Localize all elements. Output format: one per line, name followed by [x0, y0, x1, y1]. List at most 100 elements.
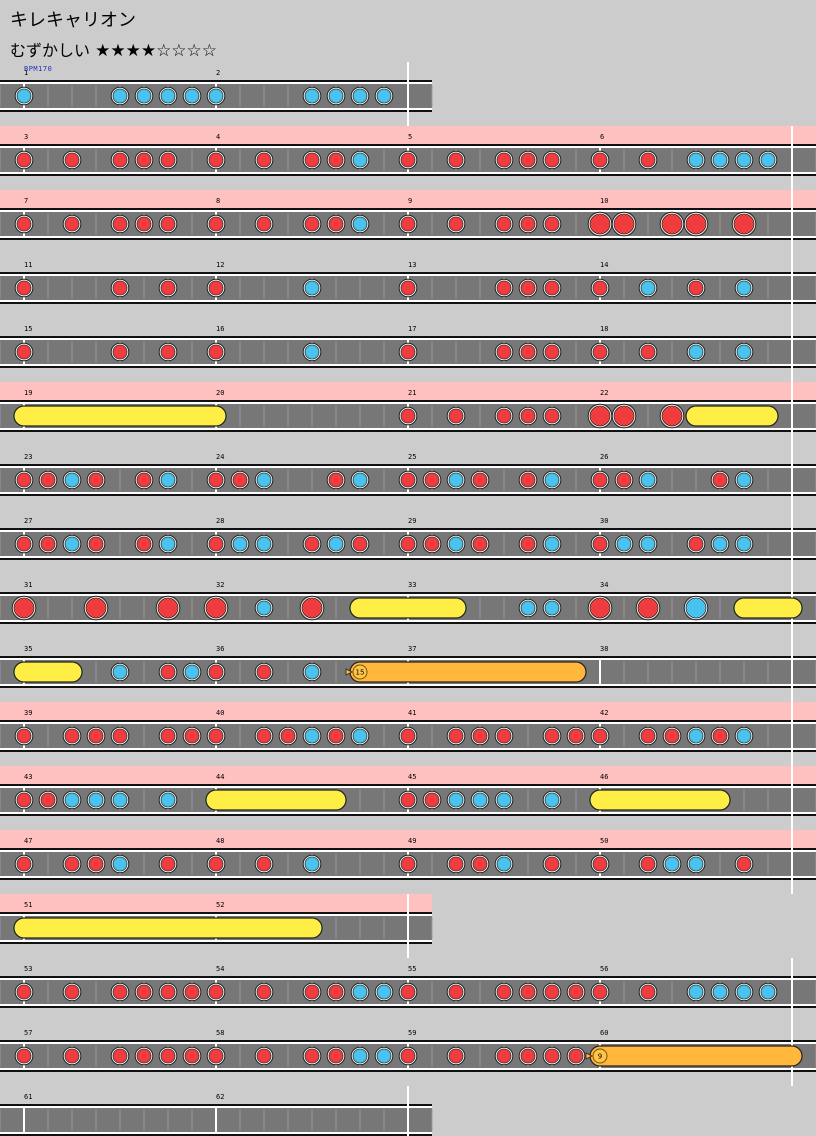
don-note	[160, 152, 176, 168]
gogo-band	[0, 190, 816, 208]
don-note	[88, 472, 104, 488]
don-note	[640, 152, 656, 168]
don-note	[448, 408, 464, 424]
ka-note	[352, 984, 368, 1000]
don-note	[544, 344, 560, 360]
lane-border-bottom	[0, 430, 816, 432]
lane-border-top	[0, 592, 816, 594]
don-note	[16, 792, 32, 808]
drumroll-note	[13, 405, 227, 427]
don-note	[400, 344, 416, 360]
measure-number: 34	[600, 581, 608, 589]
measure-number: 16	[216, 325, 224, 333]
measure-number: 22	[600, 389, 608, 397]
lane-border-bottom	[0, 622, 816, 624]
ka-note	[496, 856, 512, 872]
don-note	[208, 664, 224, 680]
don-note	[400, 792, 416, 808]
ka-note	[736, 280, 752, 296]
drumroll-note	[685, 405, 779, 427]
ka-note	[760, 984, 776, 1000]
measure-number: 12	[216, 261, 224, 269]
lane-border-bottom	[0, 814, 816, 816]
measure-number: 31	[24, 581, 32, 589]
drumroll-note	[589, 789, 731, 811]
don-note	[208, 536, 224, 552]
don-note	[712, 472, 728, 488]
gogo-band	[0, 830, 816, 848]
don-note	[520, 408, 536, 424]
don-big-note	[613, 405, 635, 427]
don-note	[136, 472, 152, 488]
lane-border-top	[0, 400, 816, 402]
don-note	[640, 344, 656, 360]
ka-note	[208, 88, 224, 104]
measure-number: 52	[216, 901, 224, 909]
lane-border-top	[0, 720, 816, 722]
ka-note	[304, 856, 320, 872]
don-note	[208, 984, 224, 1000]
don-note	[16, 984, 32, 1000]
ka-note	[304, 344, 320, 360]
don-note	[160, 344, 176, 360]
measure-number: 54	[216, 965, 224, 973]
measure-number: 58	[216, 1029, 224, 1037]
measure-number: 60	[600, 1029, 608, 1037]
ka-note	[256, 472, 272, 488]
don-note	[400, 152, 416, 168]
measure-number: 39	[24, 709, 32, 717]
ka-note	[160, 88, 176, 104]
don-note	[16, 472, 32, 488]
ka-note	[328, 536, 344, 552]
don-note	[112, 280, 128, 296]
don-note	[88, 728, 104, 744]
ka-note	[448, 536, 464, 552]
measure-number: 51	[24, 901, 32, 909]
drumroll-note	[13, 661, 83, 683]
drumroll-note	[733, 597, 803, 619]
don-note	[160, 664, 176, 680]
measure-number: 26	[600, 453, 608, 461]
don-note	[688, 536, 704, 552]
don-note	[136, 1048, 152, 1064]
measure-number: 5	[408, 133, 412, 141]
don-note	[424, 792, 440, 808]
don-note	[568, 1048, 584, 1064]
measure-number: 14	[600, 261, 608, 269]
measure-number: 62	[216, 1093, 224, 1101]
measure-number: 27	[24, 517, 32, 525]
ka-note	[736, 984, 752, 1000]
lane-border-bottom	[0, 750, 816, 752]
don-note	[256, 856, 272, 872]
measure-number: 61	[24, 1093, 32, 1101]
ka-note	[640, 280, 656, 296]
don-note	[544, 856, 560, 872]
don-note	[136, 984, 152, 1000]
don-note	[160, 280, 176, 296]
lane-border-bottom	[0, 686, 816, 688]
don-note	[520, 1048, 536, 1064]
ka-note	[376, 88, 392, 104]
ka-note	[160, 792, 176, 808]
drumroll-note	[349, 597, 467, 619]
ka-note	[184, 88, 200, 104]
balloon-count: 9	[598, 1053, 602, 1061]
don-big-note	[13, 597, 35, 619]
balloon-note	[349, 661, 587, 683]
ka-note	[112, 664, 128, 680]
ka-note	[160, 536, 176, 552]
don-note	[568, 728, 584, 744]
measure-number: 50	[600, 837, 608, 845]
ka-note	[304, 728, 320, 744]
don-note	[40, 472, 56, 488]
don-big-note	[613, 213, 635, 235]
don-note	[184, 728, 200, 744]
don-note	[472, 536, 488, 552]
measure-number: 19	[24, 389, 32, 397]
don-note	[136, 152, 152, 168]
don-note	[472, 856, 488, 872]
don-big-note	[685, 213, 707, 235]
don-note	[16, 728, 32, 744]
ka-note	[16, 88, 32, 104]
ka-note	[376, 1048, 392, 1064]
